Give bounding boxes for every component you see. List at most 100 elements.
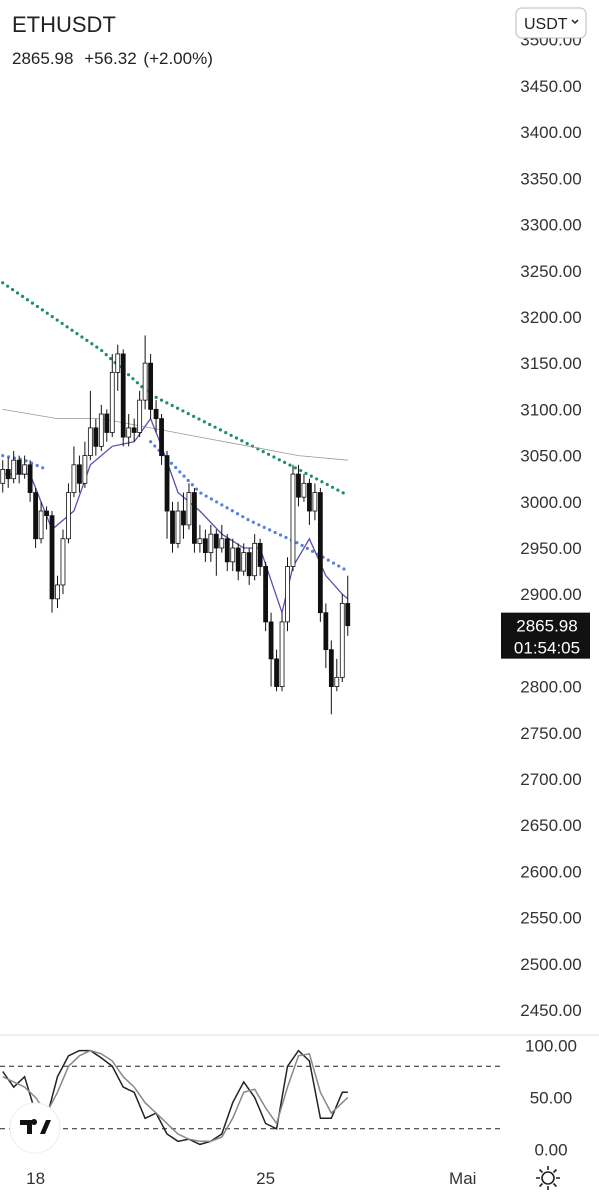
candle-body: [224, 538, 230, 563]
y-tick-label: 3400.00: [520, 123, 581, 142]
candle-body: [274, 658, 279, 688]
symbol: ETHUSDT: [12, 12, 116, 37]
candle-body: [38, 510, 44, 540]
candle-body: [126, 427, 132, 438]
indicator-line: [2, 417, 349, 616]
y-tick-label: 3150.00: [520, 354, 581, 373]
candle-body: [230, 547, 236, 563]
candle-body: [186, 492, 192, 526]
candle-body: [66, 492, 71, 540]
candle-body: [131, 427, 137, 433]
candle-body: [328, 649, 334, 688]
candle-body: [296, 473, 301, 498]
y-tick-label: 3250.00: [520, 262, 581, 281]
logo-circle[interactable]: [9, 1102, 61, 1154]
candle-body: [312, 492, 318, 512]
candle-body: [11, 459, 17, 480]
candle-body: [137, 399, 143, 433]
dotted-line: [1, 440, 350, 573]
y-tick-label: 3100.00: [520, 400, 581, 419]
candle-body: [290, 473, 296, 567]
candle-body: [202, 538, 208, 554]
candle-body: [252, 542, 258, 577]
y-tick-label: 0.00: [534, 1141, 567, 1160]
badge-price: 2865.98: [516, 617, 577, 636]
candle-body: [317, 492, 323, 614]
candle-body: [77, 464, 82, 484]
y-tick-label: 2800.00: [520, 678, 581, 697]
candle-body: [109, 372, 115, 433]
y-tick-label: 2600.00: [520, 862, 581, 881]
candle-body: [87, 427, 93, 456]
candle-body: [104, 413, 110, 433]
y-tick-label: 3200.00: [520, 308, 581, 327]
price-line: 2865.98 +56.32 (+2.00%): [12, 49, 213, 68]
candle-body: [142, 362, 148, 401]
candle-body: [27, 464, 33, 493]
y-tick-label: 3000.00: [520, 493, 581, 512]
tv-logo[interactable]: [9, 1102, 61, 1154]
candle-body: [148, 362, 154, 410]
candle-body: [49, 515, 55, 600]
candle-body: [71, 464, 77, 493]
sun-core[interactable]: [541, 1171, 555, 1185]
candle-body: [33, 492, 38, 540]
candle-body: [164, 455, 170, 512]
currency-button[interactable]: USDT: [515, 7, 587, 39]
change-pct: (+2.00%): [143, 49, 212, 68]
candle-body: [323, 612, 329, 651]
chevron[interactable]: [571, 19, 579, 25]
candle-body: [345, 603, 351, 627]
x-tick-label: Mai: [449, 1169, 476, 1188]
candle-body: [170, 510, 175, 544]
y-tick-label: 3050.00: [520, 447, 581, 466]
y-tick-label: 2650.00: [520, 816, 581, 835]
oscillator-line: [2, 1049, 349, 1143]
y-tick-label: 100.00: [525, 1036, 577, 1055]
candle-body: [44, 510, 49, 517]
candle-body: [246, 552, 252, 577]
candle-body: [192, 492, 197, 544]
candle-body: [219, 538, 225, 549]
badge-countdown: 01:54:05: [514, 639, 580, 658]
candle-body: [301, 482, 307, 498]
y-tick-label: 3350.00: [520, 169, 581, 188]
oscillator-line: [2, 1049, 348, 1146]
candle-body: [60, 538, 66, 586]
candle-body: [93, 427, 99, 447]
candle-body: [208, 533, 214, 554]
currency[interactable]: USDT: [524, 16, 568, 33]
indicator-line: [2, 409, 348, 461]
candle-body: [334, 676, 340, 688]
candle-body: [115, 353, 121, 373]
candle-body: [153, 408, 159, 420]
y-tick-label: 3300.00: [520, 216, 581, 235]
candle-body: [263, 566, 269, 623]
candle-body: [55, 584, 60, 600]
y-tick-label: 2500.00: [520, 955, 581, 974]
logo-mark[interactable]: [20, 1119, 51, 1134]
x-tick-label: 25: [256, 1169, 275, 1188]
candle-body: [268, 621, 274, 660]
candle-body: [285, 566, 290, 623]
x-tick-label: 18: [26, 1169, 45, 1188]
y-tick-label: 2900.00: [520, 585, 581, 604]
y-tick-label: 2550.00: [520, 909, 581, 928]
sun-rays[interactable]: [536, 1166, 560, 1190]
settings-icon[interactable]: [536, 1166, 560, 1190]
currency-box[interactable]: [515, 7, 587, 39]
candle-body: [16, 459, 22, 475]
dotted-line: [1, 281, 350, 497]
candle-body: [82, 455, 88, 484]
y-tick-label: 2950.00: [520, 539, 581, 558]
change: +56.32: [84, 49, 136, 68]
candle-body: [257, 542, 263, 567]
candle-body: [0, 469, 6, 484]
candle-body: [279, 621, 285, 688]
y-tick-label: 50.00: [530, 1089, 573, 1108]
candle-body: [241, 552, 247, 572]
candle-body: [339, 603, 345, 678]
y-tick-label: 2750.00: [520, 724, 581, 743]
candle-body: [5, 469, 11, 480]
